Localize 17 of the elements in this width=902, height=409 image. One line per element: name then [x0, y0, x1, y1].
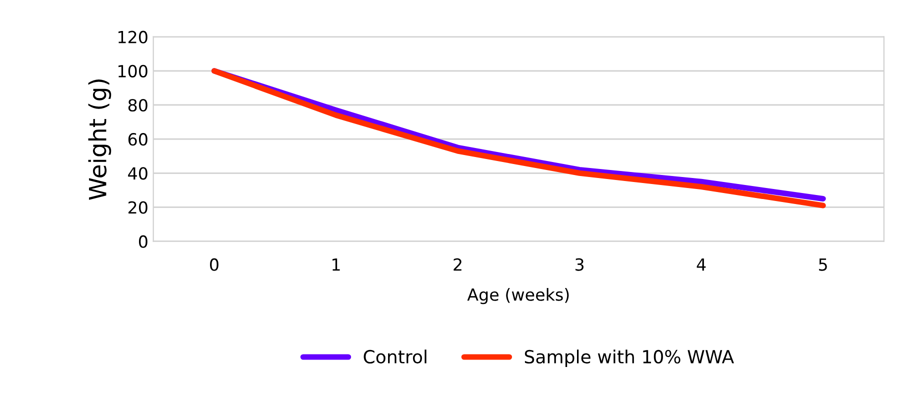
x-tick-label: 1	[332, 258, 340, 271]
x-tick-label: 0	[210, 258, 218, 271]
legend-label: Control	[364, 350, 426, 364]
x-tick-label: 2	[454, 258, 462, 271]
legend-label: Sample with 10% WWA	[524, 350, 734, 368]
y-tick-label: 40	[128, 167, 148, 180]
y-tick-label: 80	[128, 98, 148, 112]
y-tick-label: 20	[128, 201, 148, 214]
y-tick-label: 60	[128, 133, 148, 146]
y-tick-label: 120	[118, 30, 148, 44]
x-tick-label: 5	[819, 258, 827, 271]
y-tick-label: 100	[118, 64, 148, 78]
y-axis-title: Weight (g)	[88, 80, 112, 200]
x-axis-title: Age (weeks)	[467, 288, 569, 304]
y-tick-label: 0	[138, 235, 148, 248]
x-tick-label: 4	[696, 258, 706, 271]
x-tick-label: 3	[576, 258, 584, 271]
